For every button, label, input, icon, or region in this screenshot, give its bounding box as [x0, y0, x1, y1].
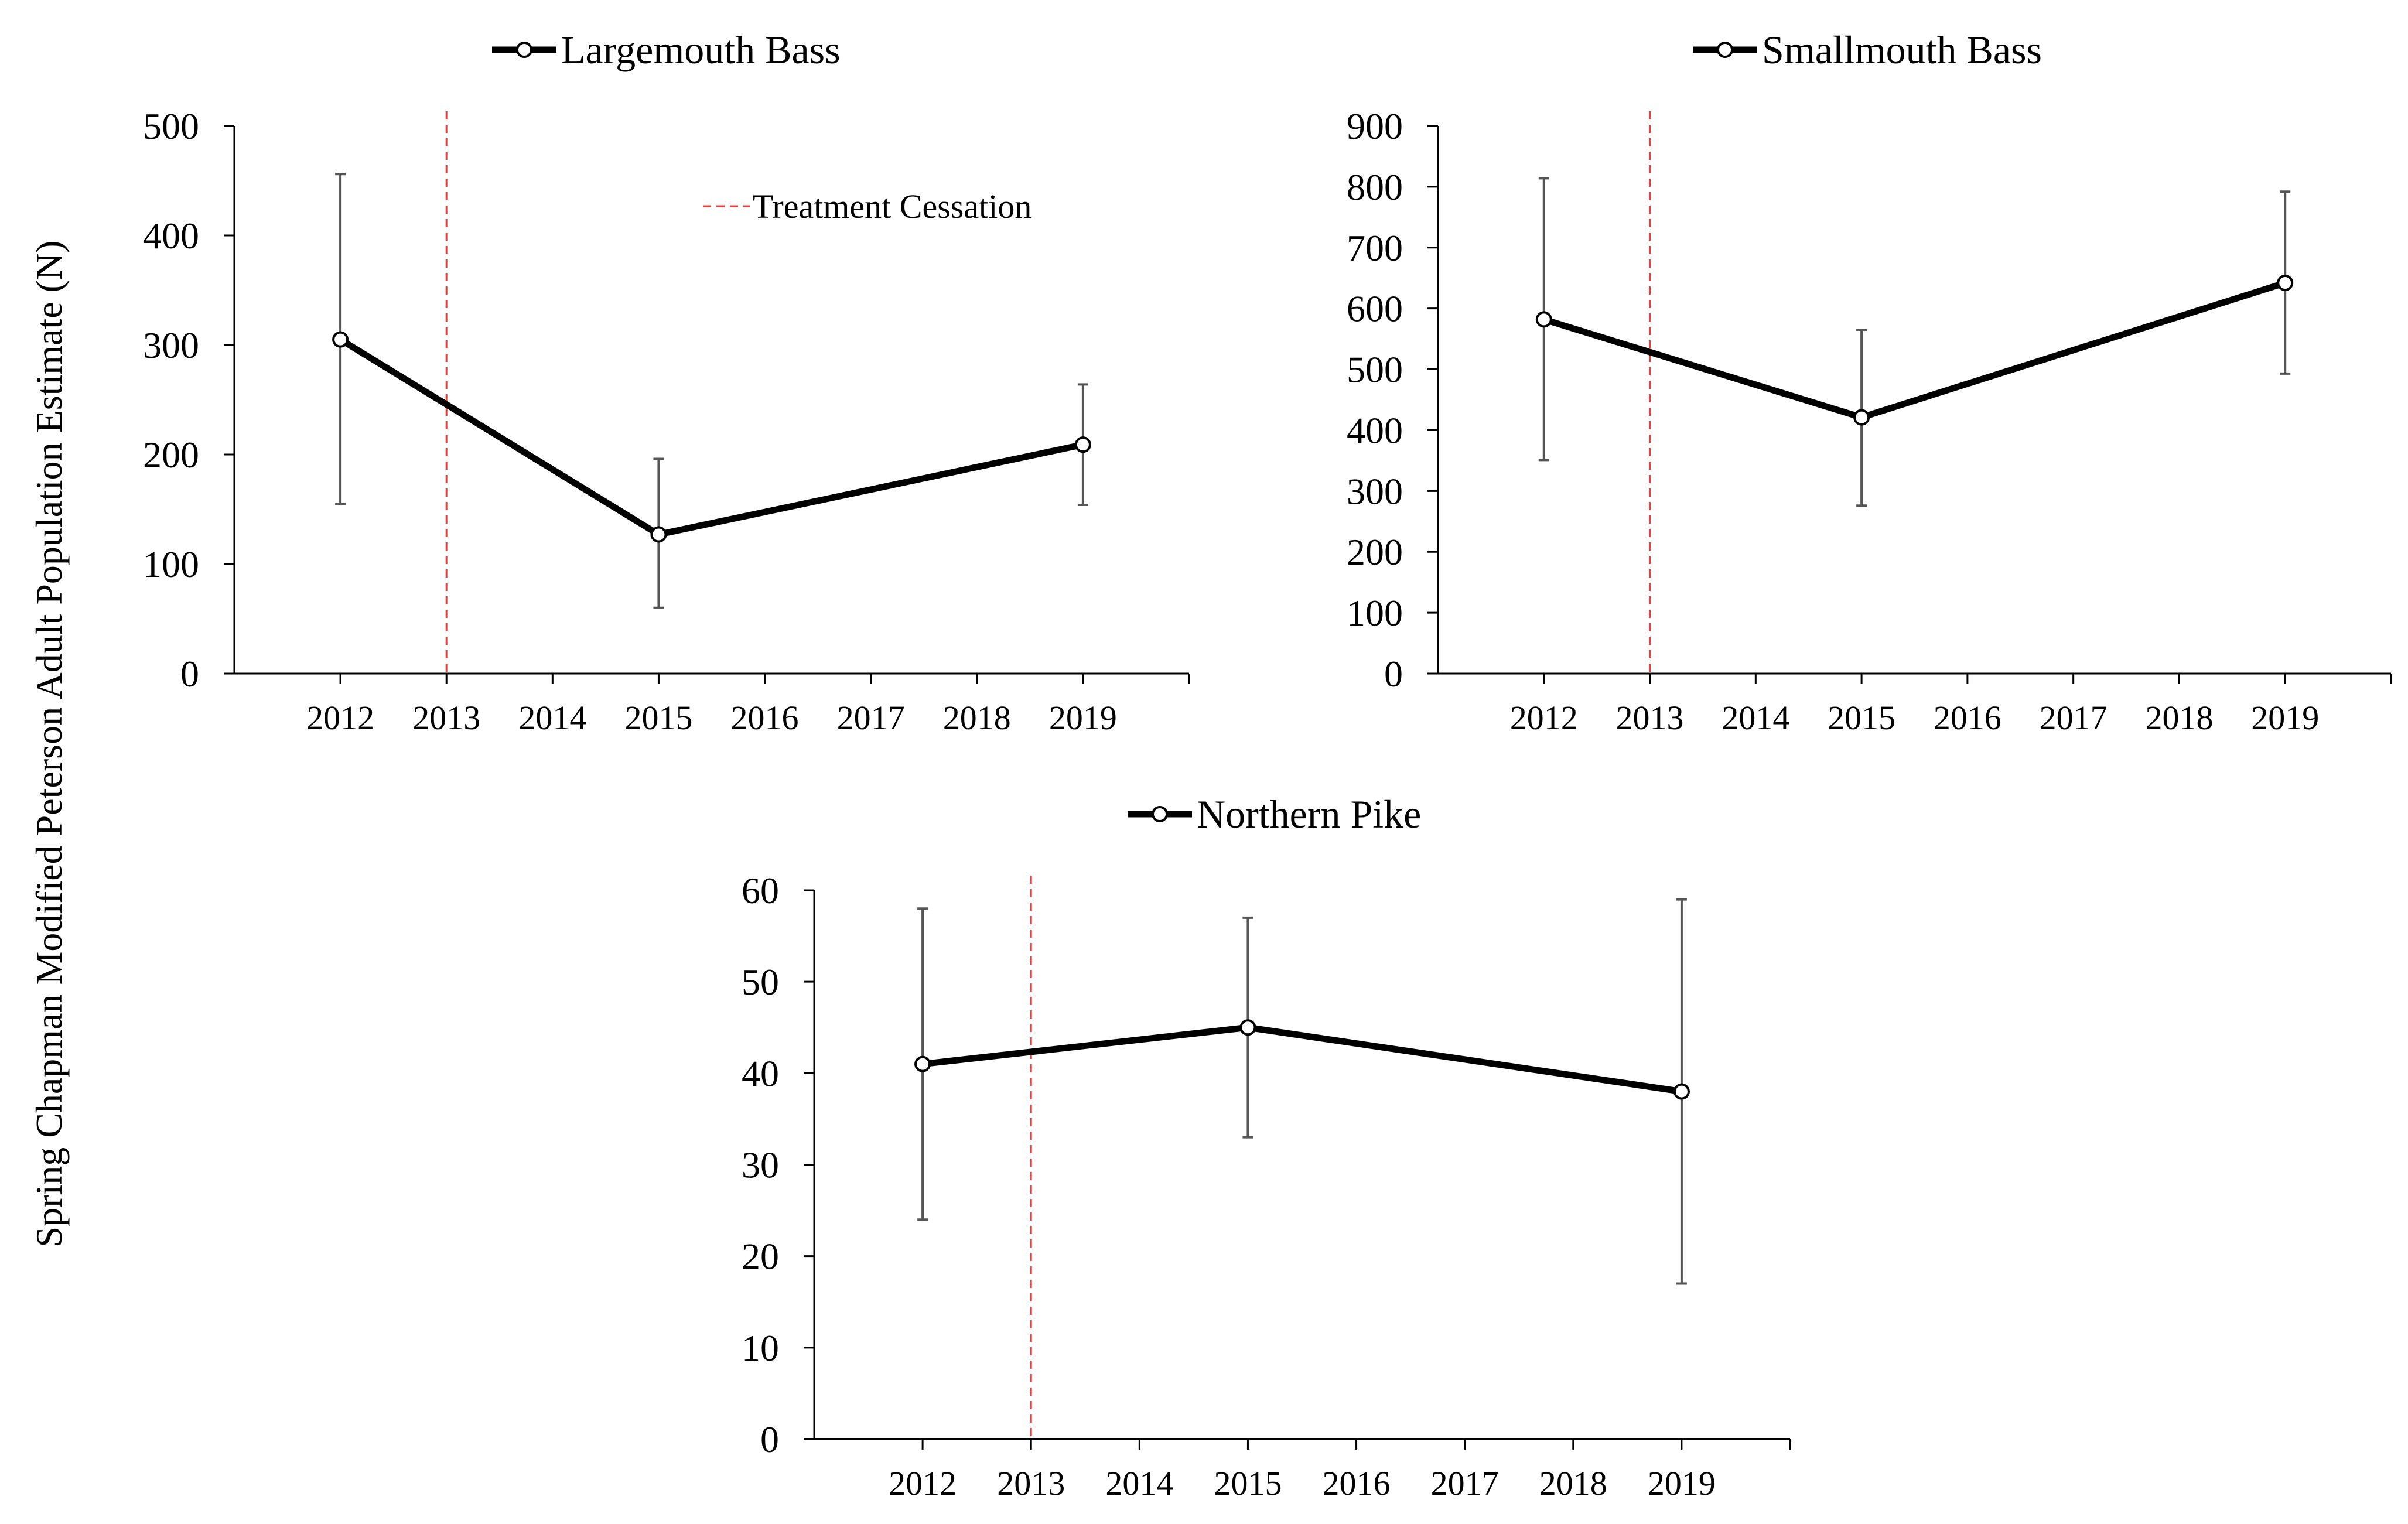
legend-marker-swatch [1152, 806, 1168, 822]
data-point [1074, 436, 1091, 453]
legend-treatment-label: Treatment Cessation [753, 187, 1031, 225]
x-tick-label: 2016 [731, 699, 799, 737]
data-point [1853, 409, 1870, 426]
y-tick-label: 60 [742, 870, 779, 911]
x-tick-label: 2014 [1722, 699, 1789, 737]
data-point [2277, 275, 2294, 292]
panel-smallmouth-bass: 0 100 200 300 400 500 600 700 800 900 2012 2013 2014… [1347, 28, 2392, 737]
x-tick-label: 2015 [1828, 699, 1895, 737]
x-tick-label: 2017 [837, 699, 905, 737]
y-tick-label: 200 [143, 434, 199, 476]
x-tick-label: 2014 [518, 699, 586, 737]
x-tick-label: 2012 [306, 699, 374, 737]
panel-largemouth-bass: 0 100 200 300 400 500 2012 2013 2014 2015 2016 2017… [143, 28, 1190, 737]
y-tick-label: 40 [742, 1053, 779, 1094]
x-tick-label: 2012 [889, 1464, 957, 1502]
y-tick-label: 0 [1384, 653, 1403, 695]
y-tick-label: 400 [1347, 409, 1403, 451]
data-point [914, 1055, 931, 1072]
x-tick-label: 2019 [1049, 699, 1117, 737]
data-point [1239, 1019, 1256, 1036]
x-tick-label: 2018 [2145, 699, 2213, 737]
y-tick-label: 100 [143, 544, 199, 585]
x-tick-label: 2014 [1105, 1464, 1173, 1502]
legend-marker-swatch [516, 42, 532, 58]
y-tick-label: 600 [1347, 288, 1403, 330]
data-point [1535, 311, 1552, 328]
y-tick-label: 300 [1347, 470, 1403, 512]
shared-y-axis-label: Spring Chapman Modified Peterson Adult P… [28, 241, 70, 1248]
x-tick-label: 2013 [1616, 699, 1684, 737]
y-tick-label: 100 [1347, 592, 1403, 634]
x-tick-label: 2015 [624, 699, 692, 737]
x-tick-label: 2019 [2251, 699, 2319, 737]
y-tick-label: 500 [143, 105, 199, 147]
x-tick-label: 2013 [412, 699, 480, 737]
x-tick-label: 2013 [997, 1464, 1065, 1502]
x-tick-label: 2012 [1510, 699, 1578, 737]
x-tick-label: 2016 [1323, 1464, 1391, 1502]
x-tick-label: 2016 [1934, 699, 2001, 737]
y-tick-label: 400 [143, 215, 199, 257]
x-tick-label: 2018 [1539, 1464, 1607, 1502]
legend-marker-swatch [1717, 42, 1733, 58]
y-tick-label: 30 [742, 1144, 779, 1186]
legend-label: Northern Pike [1197, 792, 1421, 836]
x-tick-label: 2017 [1431, 1464, 1499, 1502]
panel-northern-pike: 0 10 20 30 40 50 60 2012 2013 2014 2015 2016 2017 201… [742, 792, 1791, 1502]
legend-label: Smallmouth Bass [1762, 28, 2042, 72]
data-point [650, 526, 667, 543]
data-point [1673, 1083, 1690, 1100]
y-tick-label: 10 [742, 1327, 779, 1369]
y-tick-label: 700 [1347, 227, 1403, 269]
data-point [332, 331, 349, 348]
x-tick-label: 2015 [1214, 1464, 1282, 1502]
y-tick-label: 500 [1347, 349, 1403, 391]
y-tick-label: 300 [143, 324, 199, 366]
y-tick-label: 0 [180, 653, 199, 695]
y-tick-label: 0 [760, 1419, 779, 1460]
y-tick-label: 900 [1347, 105, 1403, 147]
y-tick-label: 50 [742, 961, 779, 1003]
x-tick-label: 2018 [943, 699, 1011, 737]
y-tick-label: 800 [1347, 166, 1403, 208]
y-tick-label: 20 [742, 1236, 779, 1277]
x-tick-label: 2019 [1648, 1464, 1716, 1502]
y-tick-label: 200 [1347, 531, 1403, 573]
x-tick-label: 2017 [2040, 699, 2108, 737]
legend-label: Largemouth Bass [561, 28, 841, 72]
